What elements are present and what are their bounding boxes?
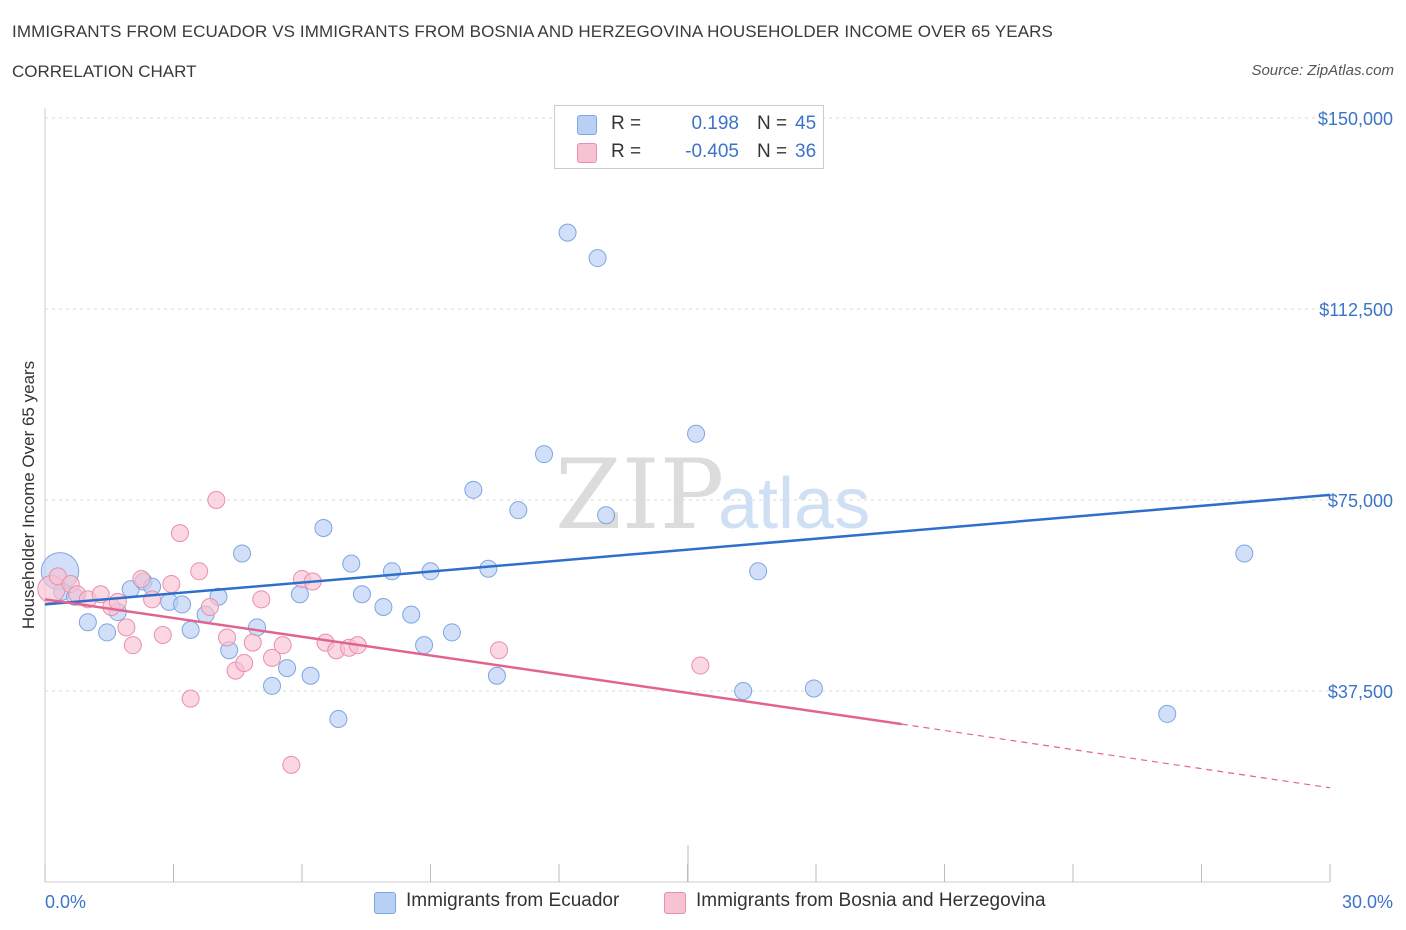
bosnia-point (207, 491, 226, 509)
y-axis-label: Householder Income Over 65 years (19, 361, 38, 629)
bosnia-point (132, 569, 151, 588)
y-tick-label: $150,000 (1318, 109, 1393, 129)
ecuador-point (173, 595, 192, 614)
y-tick-label: $37,500 (1328, 682, 1393, 702)
ecuador-point (734, 682, 753, 700)
legend-r-label: R = (611, 113, 642, 134)
bosnia-point (153, 625, 172, 644)
legend-n-value: 45 (795, 113, 817, 134)
ecuador-point (1235, 544, 1254, 563)
ecuador-point (597, 506, 616, 525)
bottom-legend-label: Immigrants from Bosnia and Herzegovina (696, 890, 1046, 911)
ecuador-point (402, 605, 421, 624)
legend-n-value: 36 (795, 141, 817, 162)
bosnia-point (123, 636, 142, 655)
bosnia-point (117, 618, 136, 637)
bosnia-point (162, 575, 181, 594)
bosnia-point (282, 755, 301, 774)
x-tick-label: 30.0% (1342, 892, 1393, 912)
ecuador-point (98, 623, 117, 642)
ecuador-point (479, 559, 498, 578)
bosnia-point (691, 656, 710, 675)
ecuador-point (487, 666, 506, 685)
ecuador-point (415, 636, 434, 655)
ecuador-point (509, 501, 528, 520)
bosnia-point (235, 653, 254, 672)
ecuador-point (442, 623, 461, 642)
bosnia-point (273, 636, 292, 655)
correlation-legend: R = 0.198 N = 45 R = -0.405 N = 36 (554, 105, 824, 169)
bosnia-point (252, 590, 271, 609)
bosnia-point (181, 689, 200, 708)
ecuador-point (749, 562, 768, 581)
ecuador-point (78, 613, 97, 632)
blue-swatch-icon (374, 892, 396, 914)
blue-swatch-icon (577, 115, 597, 135)
chart-subtitle: CORRELATION CHART (12, 62, 197, 81)
ecuador-point (278, 659, 297, 678)
bosnia-point (170, 524, 189, 543)
ecuador-point (382, 562, 401, 581)
ecuador-point (314, 519, 333, 538)
ecuador-point (558, 223, 577, 242)
y-tick-label: $112,500 (1319, 300, 1393, 320)
source-label: Source: ZipAtlas.com (1251, 62, 1394, 79)
ecuador-point (301, 666, 320, 685)
chart-title: IMMIGRANTS FROM ECUADOR VS IMMIGRANTS FR… (12, 22, 1053, 41)
bosnia-trend-extension (901, 723, 1331, 789)
bosnia-point (263, 648, 282, 667)
legend-n-label: N = (757, 141, 788, 162)
ecuador-point (588, 249, 607, 268)
pink-swatch-icon (577, 143, 597, 163)
ecuador-point (687, 424, 706, 443)
legend-r-value: -0.405 (685, 141, 739, 162)
ecuador-point (464, 480, 483, 499)
legend-r-value: 0.198 (691, 113, 739, 134)
ecuador-point (352, 585, 371, 604)
bosnia-point (190, 562, 209, 581)
ecuador-point (342, 554, 361, 573)
ecuador-point (329, 710, 348, 729)
ecuador-point (181, 620, 200, 639)
watermark-zip: ZIP (555, 439, 724, 551)
legend-n-label: N = (757, 113, 788, 134)
bosnia-point (218, 628, 237, 647)
ecuador-trend-line (44, 493, 1331, 606)
bosnia-point (200, 597, 219, 616)
bosnia-point (243, 633, 262, 652)
pink-swatch-icon (664, 892, 686, 914)
legend-r-label: R = (611, 141, 642, 162)
ecuador-point (290, 585, 309, 604)
y-tick-label: $75,000 (1328, 491, 1393, 511)
bosnia-trend-line (44, 598, 902, 726)
ecuador-point (535, 445, 554, 464)
watermark-atlas: atlas (718, 464, 870, 544)
x-tick-label: 0.0% (45, 892, 86, 912)
bosnia-point (143, 590, 162, 609)
bosnia-point (490, 641, 509, 660)
ecuador-point (1158, 704, 1177, 723)
ecuador-point (374, 597, 393, 616)
ecuador-point (263, 676, 282, 695)
bottom-legend-label: Immigrants from Ecuador (406, 890, 620, 911)
ecuador-point (233, 544, 252, 563)
ecuador-point (248, 618, 267, 637)
ecuador-point (804, 679, 823, 698)
